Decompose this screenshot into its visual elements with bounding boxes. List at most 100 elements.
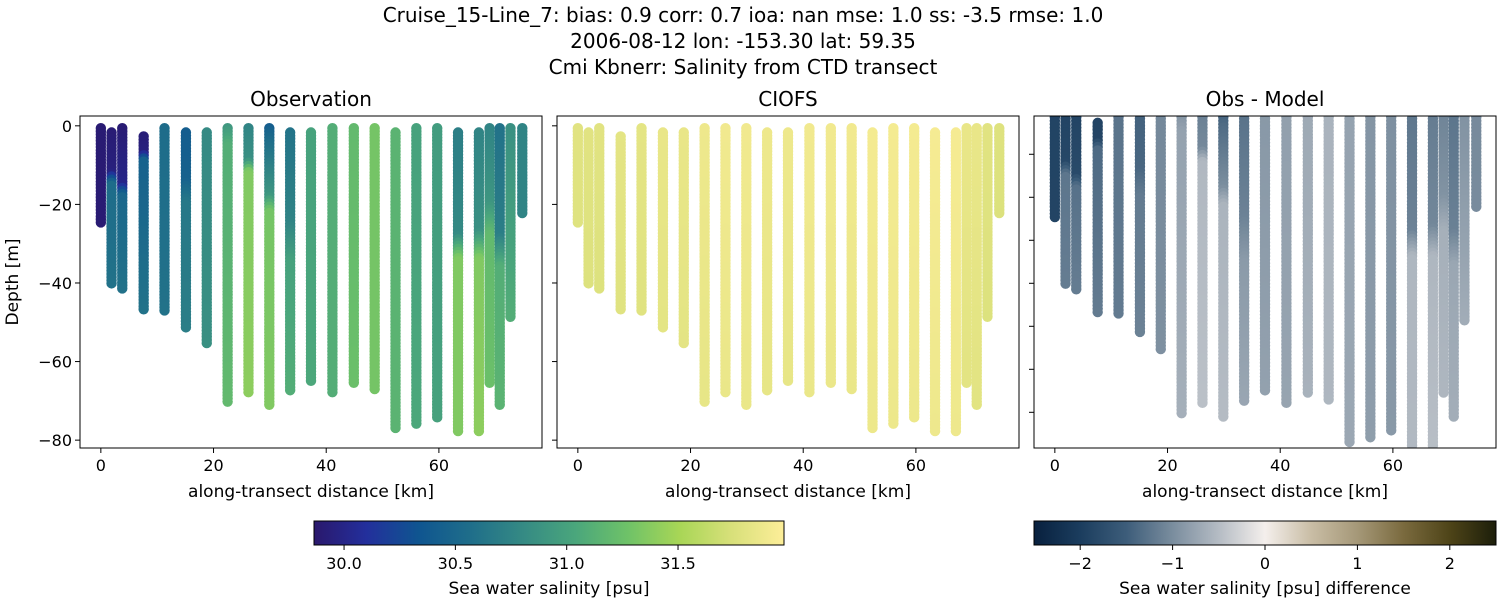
data-point [348, 377, 360, 388]
station-profile [411, 122, 422, 429]
station-profile [971, 122, 982, 410]
x-tick-label: 20 [680, 456, 700, 475]
station-profile [1134, 116, 1146, 338]
data-point [484, 377, 495, 388]
data-point [867, 422, 878, 434]
plot-area-2 [572, 122, 1005, 437]
data-point [222, 396, 233, 407]
station-profile [369, 122, 380, 395]
station-profile [1197, 116, 1208, 409]
x-tick-label: 0 [573, 456, 583, 475]
station-profile [201, 127, 212, 349]
station-profile [594, 122, 605, 294]
data-point [159, 305, 170, 316]
figure-title-line-3: Cmi Kbnerr: Salinity from CTD transect [548, 55, 938, 79]
data-point [95, 217, 107, 228]
station-profile [1071, 116, 1082, 295]
station-profile [699, 122, 710, 407]
data-point [782, 375, 794, 387]
station-profile [284, 127, 296, 396]
data-point [264, 399, 275, 410]
station-profile [782, 127, 794, 387]
data-point [243, 387, 254, 398]
data-point [761, 385, 773, 396]
data-point [678, 337, 689, 349]
station-profile [117, 122, 128, 294]
data-point [720, 387, 731, 398]
data-point [1176, 407, 1187, 419]
station-profile [678, 127, 689, 349]
station-profile [159, 122, 170, 316]
station-profile [305, 127, 317, 387]
station-profile [1302, 116, 1314, 398]
station-profile [572, 122, 584, 228]
data-point [1134, 326, 1146, 338]
y-tick-label: −20 [38, 195, 72, 214]
station-profile [1259, 116, 1271, 396]
station-profile [982, 122, 993, 322]
data-point [1365, 432, 1376, 443]
station-profile [1092, 117, 1103, 318]
data-point [950, 425, 962, 437]
station-profile [929, 127, 941, 437]
station-profile [741, 122, 752, 410]
station-profile [473, 127, 485, 437]
station-profile [657, 127, 669, 333]
station-profile [1049, 116, 1061, 223]
data-point [1092, 306, 1103, 318]
station-profile [636, 122, 647, 316]
station-profile [95, 122, 107, 228]
data-point [327, 387, 338, 398]
data-point [117, 283, 128, 294]
data-point [636, 305, 647, 316]
station-profile [180, 127, 192, 333]
x-tick-label: 40 [316, 456, 336, 475]
figure-title-line-1: Cruise_15-Line_7: bias: 0.9 corr: 0.7 io… [382, 3, 1104, 27]
station-profile [720, 122, 731, 398]
data-point [594, 283, 605, 294]
data-point [1113, 308, 1124, 319]
data-point [432, 412, 443, 423]
station-profile [1113, 116, 1124, 319]
station-profile [961, 122, 972, 388]
station-profile [1344, 116, 1355, 448]
station-profile [583, 127, 594, 289]
data-point [572, 217, 584, 228]
station-profile [909, 122, 920, 423]
data-point [1155, 343, 1166, 355]
data-point [583, 278, 594, 289]
station-profile [138, 131, 149, 315]
data-point [929, 425, 941, 437]
station-profile [867, 127, 878, 434]
station-profile [1365, 116, 1376, 443]
x-tick-label: 40 [793, 456, 813, 475]
data-point [971, 399, 982, 410]
station-profile [1323, 116, 1334, 405]
data-point [452, 425, 464, 437]
station-profile [888, 122, 899, 429]
station-profile [1060, 116, 1071, 289]
data-point [825, 377, 837, 388]
station-profile [1176, 116, 1187, 419]
data-point [305, 375, 317, 387]
data-point [1323, 394, 1334, 405]
data-point [909, 412, 920, 423]
station-profile [761, 127, 773, 396]
data-point [505, 311, 516, 322]
data-point [284, 385, 296, 396]
y-tick-label: 0 [62, 117, 72, 136]
data-point [982, 311, 993, 322]
data-point [804, 387, 815, 398]
station-profile [348, 122, 360, 388]
data-point [1049, 211, 1061, 223]
data-point [138, 304, 149, 315]
station-profile [494, 122, 505, 410]
station-profile [222, 122, 233, 407]
plot-area-3 [1049, 116, 1482, 448]
x-tick-label: 20 [203, 456, 223, 475]
data-point [1344, 436, 1355, 448]
y-axis-label: Depth [m] [3, 238, 23, 325]
data-point [846, 383, 857, 395]
data-point [888, 418, 899, 429]
